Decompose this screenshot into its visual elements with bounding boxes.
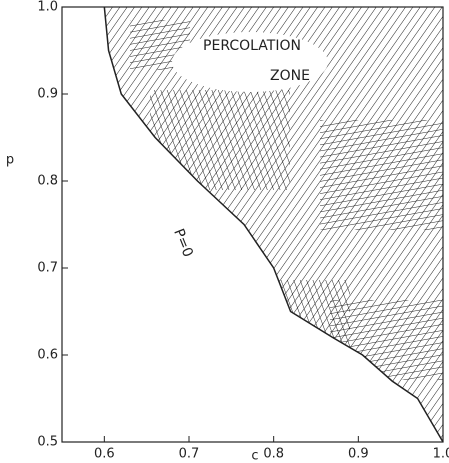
y-tick-label: 1.0 [37, 0, 58, 15]
x-tick-label: 0.7 [179, 447, 200, 462]
annotation: ZONE [270, 68, 310, 84]
plot-frame [61, 6, 444, 443]
x-tick-label: 0.6 [94, 447, 115, 462]
x-tick-label: 0.9 [348, 447, 369, 462]
y-tick-label: 0.5 [37, 435, 58, 450]
y-tick-label: 0.8 [37, 174, 58, 189]
x-tick-label: 1.0 [433, 447, 449, 462]
x-axis-label: c [251, 449, 258, 463]
annotation: PERCOLATION [203, 38, 301, 54]
annotation: P=0 [170, 227, 196, 260]
x-tick-label: 0.8 [263, 447, 284, 462]
y-tick-label: 0.7 [37, 261, 58, 276]
y-tick-label: 0.9 [37, 87, 58, 102]
boundary-line [103, 6, 444, 443]
y-axis-label: p [6, 153, 14, 168]
y-tick-label: 0.6 [37, 348, 58, 363]
